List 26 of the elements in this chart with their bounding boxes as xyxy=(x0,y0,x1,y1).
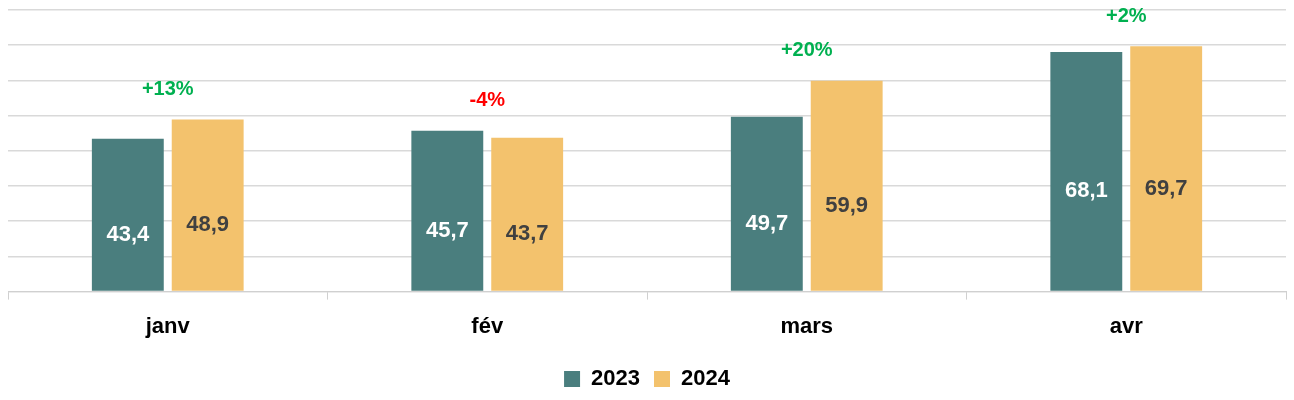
data-label: 43,7 xyxy=(505,220,549,246)
x-tick-label: fév xyxy=(471,312,504,338)
annotation: +20% xyxy=(780,38,833,61)
data-label: 49,7 xyxy=(745,209,789,235)
data-label: 59,9 xyxy=(825,191,869,217)
data-label: 48,9 xyxy=(186,211,230,237)
bar xyxy=(491,137,564,291)
data-label: 43,4 xyxy=(106,220,150,246)
annotation: +13% xyxy=(141,76,194,99)
x-tick-label: mars xyxy=(780,312,834,338)
bar xyxy=(1130,46,1203,291)
legend-label: 2024 xyxy=(681,365,731,391)
data-label: 68,1 xyxy=(1064,177,1108,203)
bar xyxy=(730,116,803,291)
text: +2% xyxy=(1105,3,1147,26)
bar xyxy=(1050,51,1123,291)
bar xyxy=(411,130,484,291)
x-tick-label: janv xyxy=(144,312,191,338)
bar xyxy=(810,80,883,291)
data-label: 69,7 xyxy=(1144,174,1188,200)
x-tick-label: avr xyxy=(1109,312,1144,338)
annotation: -4% xyxy=(469,88,506,111)
bar xyxy=(91,138,164,291)
data-label: 45,7 xyxy=(425,216,469,242)
legend-label: 2023 xyxy=(591,365,641,391)
bar xyxy=(171,119,244,291)
